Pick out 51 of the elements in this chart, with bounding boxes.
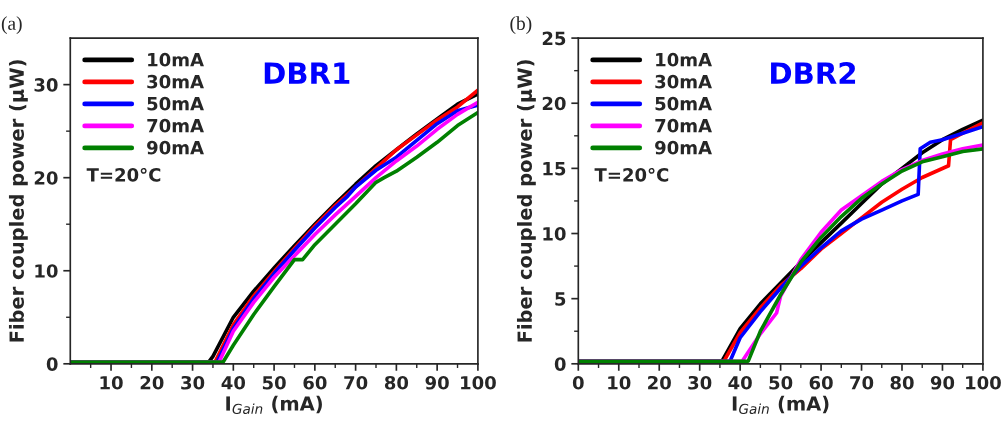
x-tick-label: 100 [461,375,496,390]
legend-label: 70mA [655,118,712,133]
legend-label: 10mA [148,52,204,67]
x-tick-label: 10 [100,375,123,390]
x-tick-label: 50 [262,375,286,390]
y-axis-title: Fiber coupled power (μW) [8,60,28,342]
x-tick-label: 90 [425,375,449,390]
y-tick-label: 0 [46,357,58,371]
x-tick-label: 80 [890,375,914,390]
legend-label: 70mA [147,118,204,133]
x-tick-label: 20 [648,375,671,390]
x-tick-label: 60 [809,375,833,390]
x-tick-label: 10 [608,375,631,390]
x-tick-label: 50 [769,375,793,390]
annotation: DBR2 [771,62,856,84]
legend-label: 30mA [655,74,712,89]
y-tick-label: 30 [34,78,58,92]
x-tick-label: 80 [384,375,409,390]
legend-label: 50mA [655,96,712,111]
x-tick-label: 30 [688,375,712,390]
x-tick-label: 100 [966,375,1001,390]
legend-label: 90mA [655,140,712,155]
annotation: DBR1 [264,62,350,84]
x-tick-label: 70 [850,375,874,390]
x-axis-title: I$_{Gain}$ (mA) [226,395,322,414]
y-tick-label: 10 [543,226,566,241]
y-tick-label: 0 [554,357,566,371]
y-axis-title: Fiber coupled power (μW) [516,60,536,342]
x-tick-label: 0 [572,375,584,390]
y-tick-label: 20 [34,171,58,185]
x-tick-label: 40 [221,375,246,390]
chart-title: (b) [510,16,532,34]
chart-title: (a) [1,16,22,34]
x-tick-label: 60 [303,375,327,390]
legend-label: 50mA [147,96,204,111]
y-tick-label: 5 [555,292,566,306]
annotation: T=20°C [86,167,161,182]
y-tick-label: 15 [543,162,566,176]
x-tick-label: 90 [930,375,955,390]
x-axis-title: I$_{Gain}$ (mA) [732,395,829,414]
y-tick-label: 20 [542,96,566,111]
legend-label: 30mA [147,74,204,89]
legend-label: 10mA [656,52,712,67]
x-tick-label: 70 [344,375,368,390]
x-tick-label: 30 [181,375,205,390]
legend-label: 90mA [147,140,204,155]
y-tick-label: 10 [35,264,58,278]
annotation: T=20°C [594,167,669,182]
y-tick-label: 25 [542,31,566,46]
x-tick-label: 20 [140,375,164,390]
x-tick-label: 40 [728,375,752,390]
